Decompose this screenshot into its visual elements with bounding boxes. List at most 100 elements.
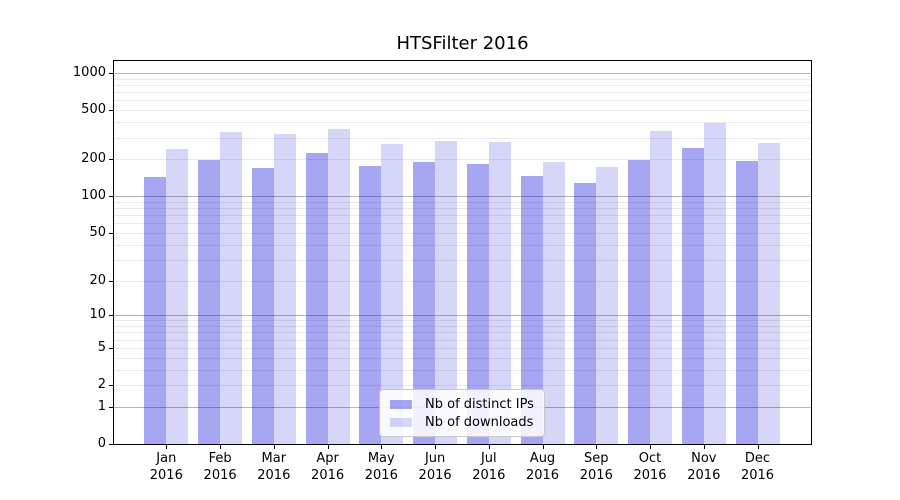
legend-swatch-distinct-ips <box>390 399 412 409</box>
bar-distinct-ips <box>413 162 436 444</box>
gridline-major <box>114 73 811 74</box>
bar-downloads <box>650 130 672 444</box>
legend-item-downloads: Nb of downloads <box>390 413 536 431</box>
gridline-minor <box>114 232 811 234</box>
y-tick-mark <box>109 385 113 386</box>
legend-swatch-downloads <box>390 417 412 427</box>
gridline-minor <box>114 320 811 322</box>
bar-distinct-ips <box>305 152 328 444</box>
x-tick-label: Apr 2016 <box>311 451 345 483</box>
y-tick-label: 10 <box>89 307 106 323</box>
x-tick-label: Jan 2016 <box>149 451 183 483</box>
bar-downloads <box>757 143 780 444</box>
x-tick-mark <box>327 445 329 449</box>
legend: Nb of distinct IPs Nb of downloads <box>379 389 545 437</box>
y-tick-label: 5 <box>97 339 106 355</box>
gridline-minor <box>114 208 811 209</box>
x-tick-mark <box>703 445 705 449</box>
x-tick-mark <box>220 445 222 449</box>
y-tick-label: 1 <box>97 398 106 414</box>
bar-downloads <box>220 132 242 444</box>
gridline-minor <box>114 223 811 225</box>
bar-distinct-ips <box>574 183 597 444</box>
x-tick-mark <box>650 445 651 449</box>
x-tick-label: Mar 2016 <box>257 451 291 483</box>
bar-distinct-ips <box>735 161 758 444</box>
gridline-major <box>114 196 811 198</box>
gridline-minor <box>114 137 811 139</box>
bar-distinct-ips <box>359 165 382 444</box>
x-tick-label: Feb 2016 <box>203 451 237 483</box>
bar-downloads <box>703 122 726 444</box>
plot-area: Nb of distinct IPs Nb of downloads <box>113 60 812 445</box>
bar-downloads <box>273 134 296 444</box>
y-tick-mark <box>109 347 113 349</box>
gridline-minor <box>114 122 811 124</box>
gridline-minor <box>114 85 811 86</box>
gridline-minor <box>114 326 811 327</box>
x-tick-label: Oct 2016 <box>633 451 667 483</box>
x-tick-label: Aug 2016 <box>525 451 560 483</box>
gridline-minor <box>114 92 811 94</box>
y-tick-mark <box>109 444 113 445</box>
gridline-minor <box>114 159 811 161</box>
gridline-minor <box>114 385 811 386</box>
bar-downloads <box>327 129 350 444</box>
bar-downloads <box>381 144 404 444</box>
y-tick-mark <box>109 159 113 161</box>
x-tick-label: Jun 2016 <box>418 451 452 483</box>
bar-downloads <box>166 149 189 444</box>
y-tick-mark <box>109 232 113 234</box>
bar-downloads <box>596 166 619 444</box>
y-tick-label: 1000 <box>72 65 106 80</box>
bar-distinct-ips <box>466 163 489 444</box>
y-tick-mark <box>109 110 113 112</box>
y-tick-mark <box>109 280 113 282</box>
gridline-major <box>114 315 811 317</box>
x-tick-label: Sep 2016 <box>579 451 613 483</box>
bar-distinct-ips <box>144 177 167 444</box>
x-tick-mark <box>757 445 759 449</box>
bar-distinct-ips <box>198 159 220 444</box>
gridline-minor <box>114 100 811 102</box>
y-tick-label: 200 <box>81 151 106 167</box>
gridline-minor <box>114 339 811 341</box>
x-tick-mark <box>596 445 598 449</box>
x-tick-mark <box>273 445 275 449</box>
y-tick-label: 500 <box>81 102 106 118</box>
bar-distinct-ips <box>628 159 650 444</box>
gridline-minor <box>114 347 811 349</box>
y-tick-mark <box>109 196 113 198</box>
x-tick-mark <box>166 445 168 449</box>
x-tick-label: May 2016 <box>364 451 398 483</box>
gridline-minor <box>114 244 811 246</box>
gridline-minor <box>114 215 811 217</box>
legend-label-downloads: Nb of downloads <box>425 414 534 430</box>
chart-title: HTSFilter 2016 <box>396 33 529 54</box>
y-tick-mark <box>109 406 113 408</box>
gridline-minor <box>114 332 811 334</box>
x-tick-mark <box>488 445 490 449</box>
y-tick-label: 100 <box>81 188 106 204</box>
gridline-minor <box>114 110 811 112</box>
y-tick-mark <box>109 73 113 74</box>
x-tick-mark <box>542 445 544 449</box>
bar-downloads <box>488 142 511 444</box>
y-tick-label: 20 <box>89 272 106 288</box>
gridline-minor <box>114 280 811 282</box>
gridline-minor <box>114 78 811 80</box>
bar-distinct-ips <box>681 147 704 444</box>
gridline-minor <box>114 201 811 203</box>
bar-downloads <box>435 141 458 444</box>
bar-distinct-ips <box>520 175 543 444</box>
x-tick-label: Jul 2016 <box>472 451 506 483</box>
y-tick-label: 50 <box>89 224 106 240</box>
y-tick-label: 0 <box>97 436 106 451</box>
x-tick-label: Nov 2016 <box>687 451 721 483</box>
legend-item-distinct-ips: Nb of distinct IPs <box>390 395 536 413</box>
bar-distinct-ips <box>251 168 274 444</box>
legend-label-distinct-ips: Nb of distinct IPs <box>425 396 534 412</box>
gridline-minor <box>114 369 811 371</box>
x-tick-mark <box>435 445 437 449</box>
